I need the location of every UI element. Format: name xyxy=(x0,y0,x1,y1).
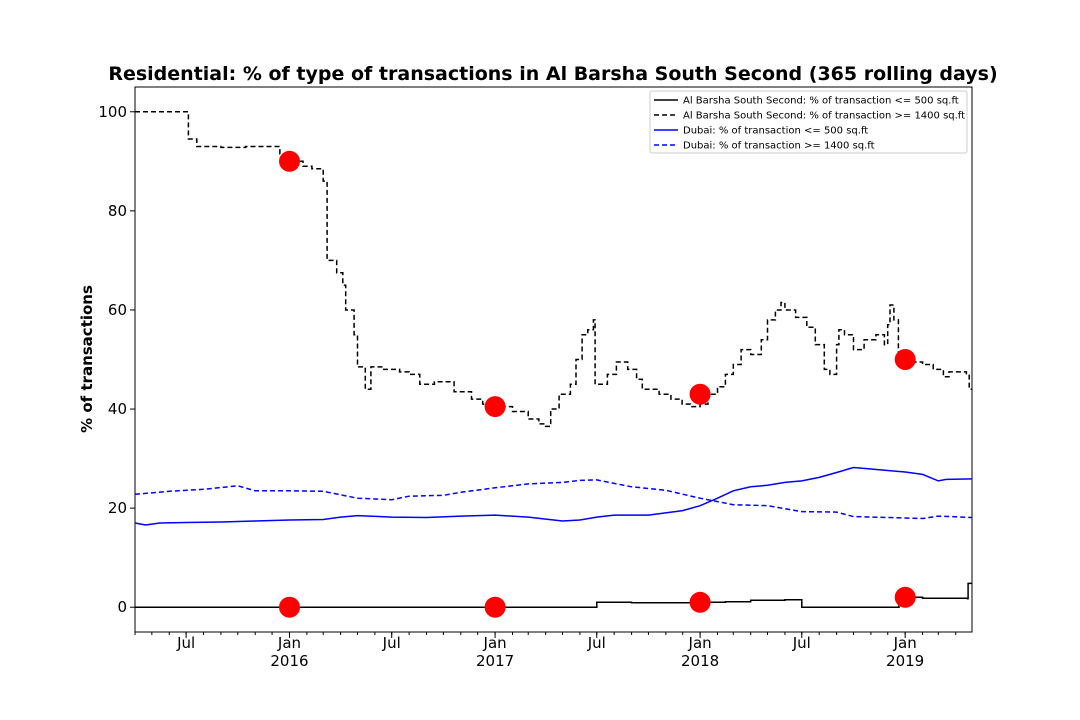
y-tick-label: 100 xyxy=(98,103,127,121)
x-tick-label: Jul xyxy=(587,634,606,652)
series-layer xyxy=(134,111,973,608)
legend-label: Al Barsha South Second: % of transaction… xyxy=(683,96,959,107)
x-tick-label: Jan xyxy=(688,634,712,652)
legend-label: Dubai: % of transaction <= 500 sq.ft xyxy=(683,126,868,137)
plot-frame xyxy=(134,86,973,633)
y-tick-label: 40 xyxy=(108,400,127,418)
y-tick-label: 20 xyxy=(108,499,127,517)
highlight-marker-6 xyxy=(484,596,506,618)
highlight-marker-7 xyxy=(689,591,711,613)
series-line-4 xyxy=(134,479,973,520)
legend: Al Barsha South Second: % of transaction… xyxy=(649,90,968,154)
x-tick-year-label: 2018 xyxy=(681,652,719,670)
legend-label: Al Barsha South Second: % of transaction… xyxy=(683,111,965,122)
y-axis-label: % of transactions xyxy=(78,285,96,433)
legend-box xyxy=(649,90,968,154)
marker-layer xyxy=(279,150,916,618)
legend-items: Al Barsha South Second: % of transaction… xyxy=(654,96,965,152)
y-tick-label: 0 xyxy=(117,598,127,616)
series-line-2 xyxy=(135,111,972,428)
x-tick-label: Jan xyxy=(277,634,301,652)
x-tick-label: Jan xyxy=(483,634,507,652)
highlight-marker-8 xyxy=(894,586,916,608)
legend-label: Dubai: % of transaction >= 1400 sq.ft xyxy=(683,141,875,152)
x-tick-label: Jul xyxy=(176,634,195,652)
x-tick-year-label: 2016 xyxy=(270,652,308,670)
y-tick-label: 60 xyxy=(108,301,127,319)
highlight-marker-3 xyxy=(689,383,711,405)
x-tick-label: Jan xyxy=(893,634,917,652)
x-tick-label: Jul xyxy=(382,634,401,652)
x-tick-year-label: 2017 xyxy=(476,652,514,670)
chart-title: Residential: % of type of transactions i… xyxy=(108,63,997,85)
highlight-marker-2 xyxy=(484,396,506,418)
highlight-marker-1 xyxy=(279,150,300,172)
series-line-1 xyxy=(135,582,972,608)
highlight-marker-4 xyxy=(894,349,916,370)
y-tick-label: 80 xyxy=(108,202,127,220)
x-tick-label: Jul xyxy=(792,634,811,652)
highlight-marker-5 xyxy=(279,596,300,618)
y-axis: 0 20 40 60 80 100 xyxy=(98,103,135,616)
series-line-3 xyxy=(134,466,973,526)
x-tick-year-label: 2019 xyxy=(886,652,924,670)
